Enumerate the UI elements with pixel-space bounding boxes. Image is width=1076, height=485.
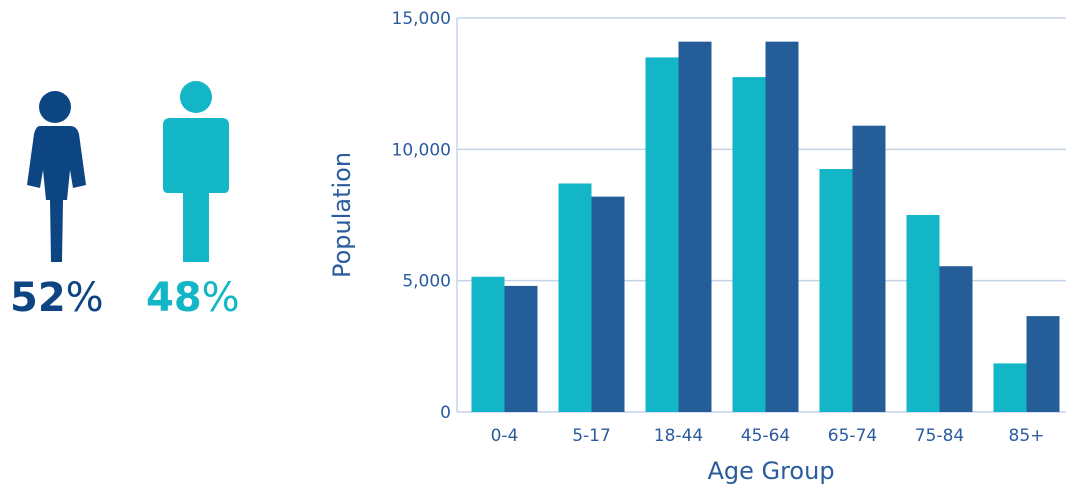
bar-18-44-series-2: [678, 41, 712, 412]
x-tick-label: 85+: [1009, 426, 1045, 446]
female-percentage-value: 52: [10, 275, 66, 321]
bar-5-17-series-2: [591, 196, 625, 412]
bar-65-74-series-2: [852, 125, 886, 413]
x-tick-label: 5-17: [572, 426, 611, 446]
male-person-icon: [163, 81, 229, 262]
bar-45-64-series-2: [765, 41, 799, 412]
bar-45-64-series-1: [732, 77, 766, 412]
male-percentage: 48%: [146, 272, 240, 324]
x-tick-label: 18-44: [654, 426, 703, 446]
bar-85+-series-1: [993, 363, 1027, 412]
male-percentage-unit: %: [201, 275, 240, 321]
bar-5-17-series-1: [558, 183, 592, 412]
bar-75-84-series-2: [939, 266, 973, 412]
y-axis-title: Population: [328, 152, 356, 278]
x-tick-label: 75-84: [915, 426, 964, 446]
x-tick-label: 65-74: [828, 426, 877, 446]
gender-icons: [27, 81, 229, 262]
y-tick-label: 10,000: [392, 140, 451, 160]
female-person-icon: [27, 91, 86, 262]
y-axis-ticks: 0 5,000 10,000 15,000: [392, 9, 451, 423]
bars: [471, 41, 1060, 413]
gender-split-panel: 52% 48%: [0, 0, 290, 485]
female-percentage: 52%: [10, 272, 104, 324]
bar-0-4-series-2: [504, 285, 538, 412]
bar-85+-series-2: [1026, 316, 1060, 412]
male-percentage-value: 48: [146, 275, 202, 321]
y-tick-label: 0: [440, 403, 451, 423]
y-tick-label: 15,000: [392, 9, 451, 29]
female-percentage-unit: %: [65, 275, 104, 321]
bar-75-84-series-1: [906, 215, 940, 412]
x-tick-label: 45-64: [741, 426, 790, 446]
bar-18-44-series-1: [645, 57, 679, 413]
x-tick-label: 0-4: [491, 426, 519, 446]
bar-65-74-series-1: [819, 169, 853, 412]
bar-0-4-series-1: [471, 276, 505, 412]
x-axis-title: Age Group: [707, 457, 834, 485]
x-axis-ticks: 0-4 5-17 18-44 45-64 65-74 75-84 85+: [491, 426, 1045, 446]
y-tick-label: 5,000: [402, 272, 451, 292]
